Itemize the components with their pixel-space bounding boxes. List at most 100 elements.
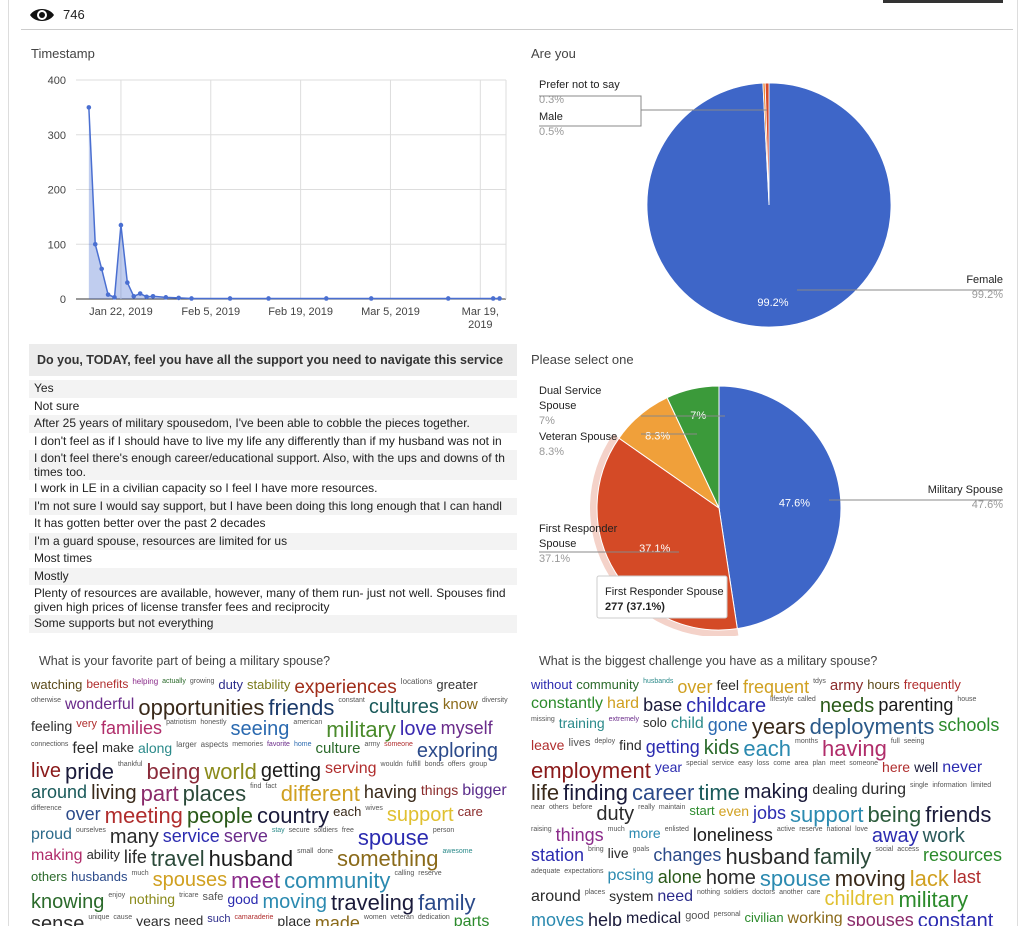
cloud-word: information <box>932 781 967 789</box>
gender-pie-chart[interactable]: 99.2% Prefer not to say 0.3% Male 0.5% Female… <box>529 44 1011 334</box>
cloud-word: patriotism <box>166 718 197 726</box>
cloud-word: family <box>813 843 872 869</box>
cloud-word: culture <box>315 739 361 757</box>
cloud-word: reserve <box>799 825 823 833</box>
table-row[interactable]: Some supports but not everything <box>29 615 517 633</box>
cloud-word: child <box>670 715 704 733</box>
cloud-word: locations <box>400 677 433 686</box>
cloud-word: having <box>822 736 887 761</box>
callout-percent: 8.3% <box>539 446 564 458</box>
table-row[interactable]: I don't feel there's enough career/educa… <box>29 450 517 480</box>
cloud-word: support <box>790 801 864 827</box>
cloud-word: very <box>76 717 98 730</box>
table-row[interactable]: Not sure <box>34 398 80 413</box>
top-bar: 746 <box>21 0 1013 30</box>
cloud-word: camaraderie <box>234 914 274 922</box>
cloud-word: area <box>794 759 809 767</box>
table-row[interactable]: I'm not sure I would say support, but I … <box>29 497 517 515</box>
y-tick-label: 100 <box>48 239 66 251</box>
cloud-word: sense <box>31 913 85 926</box>
cloud-word: good <box>227 891 259 908</box>
cloud-word: civilian <box>744 910 784 926</box>
cloud-word: leave <box>531 737 565 753</box>
cloud-word: spouses <box>152 869 228 892</box>
cloud-word: veteran <box>390 914 414 922</box>
cloud-word: stability <box>246 677 291 692</box>
cloud-word: away <box>871 824 919 847</box>
data-point <box>490 296 496 301</box>
cloud-word: pride <box>65 758 114 784</box>
cloud-word: moving <box>834 865 906 891</box>
cloud-word: home <box>293 740 312 748</box>
table-row[interactable]: I don't feel as if I should have to live… <box>34 433 502 448</box>
x-tick-label: Feb 19, 2019 <box>268 306 333 318</box>
table-row[interactable]: Yes <box>29 380 517 398</box>
table-row[interactable]: Most times <box>34 551 93 565</box>
table-row[interactable]: I work in LE in a civilian capacity so I… <box>34 481 378 495</box>
cloud-word: access <box>897 845 920 853</box>
table-row[interactable]: Plenty of resources are available, howev… <box>34 586 506 614</box>
cloud-word: hours <box>867 677 900 692</box>
cloud-word: reserve <box>418 870 442 878</box>
cloud-word: home <box>705 866 756 889</box>
cloud-word: even <box>718 802 750 819</box>
top-bar-accent <box>883 0 1003 3</box>
callout-percent: 99.2% <box>972 289 1003 301</box>
cloud-word: full <box>890 738 900 745</box>
cloud-word: army <box>364 740 381 748</box>
cloud-word: resources <box>923 844 1003 865</box>
cloud-word: such <box>207 913 231 926</box>
pie-inside-label: 99.2% <box>757 297 788 309</box>
cloud-word: limited <box>970 781 992 789</box>
data-point <box>445 296 451 301</box>
table-row[interactable]: I'm a guard spouse, resources are limite… <box>29 532 517 550</box>
tooltip-box <box>596 575 728 619</box>
cloud-word: group <box>469 760 488 768</box>
callout-label: Veteran Spouse <box>539 431 617 443</box>
cloud-word: come <box>773 759 791 767</box>
cloud-word: system <box>609 888 654 905</box>
cloud-word: fulfill <box>406 760 421 768</box>
cloud-word: parenting <box>878 695 954 716</box>
cloud-word: base <box>643 695 683 716</box>
table-row[interactable]: It has gotten better over the past 2 dec… <box>34 516 266 530</box>
cloud-word: someone <box>384 740 413 748</box>
table-row[interactable]: Mostly <box>29 567 517 585</box>
data-point <box>323 296 329 301</box>
cloud-word: person <box>432 826 455 834</box>
view-count: 746 <box>63 7 85 22</box>
cloud-word: someone <box>849 759 879 767</box>
dashboard-frame: 746 Timestamp 0 100 200 300 400 Jan 22, 2019 F… <box>8 0 1018 926</box>
challenge-word-cloud-title: What is the biggest challenge you have a… <box>539 654 878 668</box>
cloud-word: having <box>363 781 417 802</box>
cloud-word: made <box>314 913 360 926</box>
cloud-word: loneliness <box>692 824 773 845</box>
support-table-header[interactable]: Do you, TODAY, feel you have all the sup… <box>29 344 517 376</box>
cloud-word: things <box>555 824 604 845</box>
cloud-word: husbands <box>643 678 674 685</box>
cloud-word: active <box>776 825 796 833</box>
callout-percent: 47.6% <box>972 499 1003 511</box>
data-point <box>189 296 194 301</box>
cloud-word: here <box>882 758 911 775</box>
cloud-word: work <box>922 824 965 847</box>
cloud-word: lives <box>568 737 591 749</box>
cloud-word: offers <box>447 760 466 768</box>
cloud-word: wonderful <box>64 696 135 714</box>
cloud-word: otherwise <box>31 697 61 705</box>
cloud-word: memories <box>232 740 263 748</box>
eye-icon <box>30 8 54 21</box>
pie-tooltip: First Responder Spouse 277 (37.1%) <box>596 575 728 619</box>
cloud-word: small <box>297 848 314 856</box>
cloud-word: making <box>743 780 809 803</box>
cloud-word: soldiers <box>313 826 338 834</box>
cloud-word: meeting <box>104 802 183 828</box>
cloud-word: meet <box>231 868 281 894</box>
timestamp-chart[interactable]: 0 100 200 300 400 Jan 22, 2019 Feb 5, 2019 Feb … <box>31 44 511 334</box>
cloud-word: wouldn <box>380 760 403 768</box>
table-row[interactable]: After 25 years of military spousedom, I'… <box>29 415 517 433</box>
cloud-word: wives <box>365 804 383 812</box>
cloud-word: year <box>654 758 683 775</box>
spouse-type-pie-chart[interactable]: 47.6% 37.1% 8.3% 7% Military Spouse 47.6% Dual… <box>529 344 1011 636</box>
pie-inside-label: 8.3% <box>645 430 670 442</box>
